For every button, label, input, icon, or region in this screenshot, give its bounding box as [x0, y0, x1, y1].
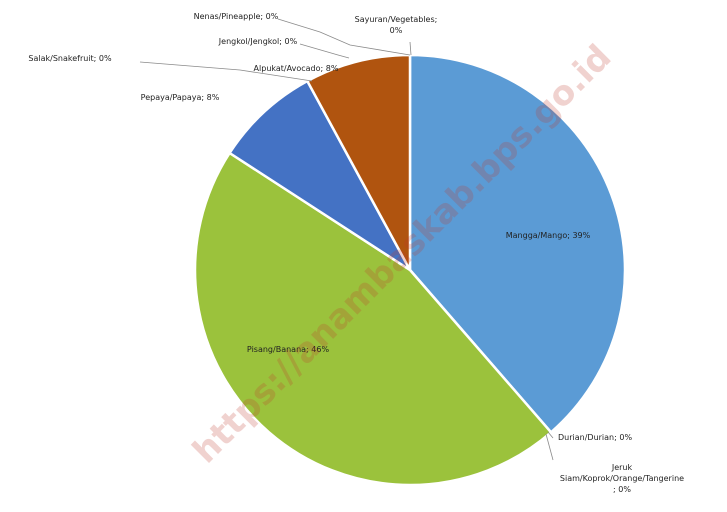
data-label-durian: Durian/Durian; 0%	[558, 433, 632, 442]
pie-slice-mangga	[408, 53, 627, 435]
data-label-mangga: Mangga/Mango; 39%	[506, 231, 591, 240]
data-label-pepaya: Pepaya/Papaya; 8%	[141, 93, 220, 102]
leader-line-sayuran	[409, 41, 412, 56]
data-label-nenas: Nenas/Pineapple; 0%	[194, 12, 279, 21]
data-label-alpukat: Alpukat/Avocado; 8%	[254, 64, 339, 73]
leader-lines-layer	[139, 18, 554, 461]
leader-line-durian	[547, 431, 554, 439]
data-labels-layer: Mangga/Mango; 39% Durian/Durian; 0% Jeruk S…	[28, 12, 684, 494]
leader-line-salak	[139, 61, 313, 82]
leader-line-jengkol	[299, 43, 350, 59]
slices-layer	[193, 53, 627, 487]
data-label-pisang: Pisang/Banana; 46%	[247, 345, 330, 354]
pie-slice-pisang	[193, 151, 553, 487]
data-label-salak: Salak/Snakefruit; 0%	[28, 54, 112, 63]
leader-line-nenas	[277, 18, 411, 56]
leader-line-jeruk-siam	[545, 433, 554, 461]
pie-slice-pepaya	[227, 79, 412, 272]
data-label-jeruk-siam: Jeruk Siam/Koprok/Orange/Tangerine; 0%	[560, 463, 684, 494]
data-label-sayuran: Sayuran/Vegetables; 0%	[355, 15, 438, 35]
data-label-jengkol: Jengkol/Jengkol; 0%	[218, 37, 298, 46]
